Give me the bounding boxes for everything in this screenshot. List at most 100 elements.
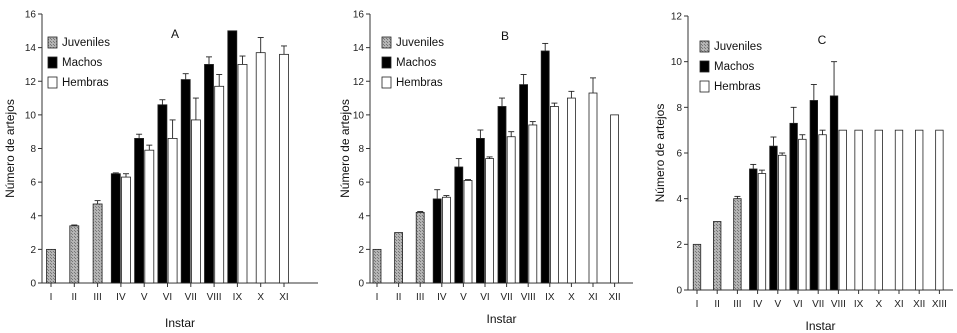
y-tick-label: 10 <box>25 110 37 121</box>
x-tick-label: II <box>714 299 720 310</box>
x-tick-label: III <box>733 299 741 310</box>
bar-juveniles-I <box>372 248 382 284</box>
y-tick-label: 4 <box>676 194 682 205</box>
bar-hembras-VIII <box>214 85 225 284</box>
bar-machos-VIII <box>829 95 839 291</box>
bar-hembras-IX <box>237 64 248 284</box>
x-tick-label: III <box>93 292 101 303</box>
y-tick-label: 12 <box>25 77 37 88</box>
legend-swatch-juveniles <box>699 40 710 53</box>
bar-hembras-X <box>567 97 576 284</box>
y-tick-label: 0 <box>30 279 36 290</box>
legend-swatch-juveniles <box>381 36 392 49</box>
bar-machos-IV <box>110 173 121 284</box>
legend-label-hembras: Hembras <box>714 81 761 93</box>
x-tick-label: X <box>568 292 575 303</box>
bar-juveniles-III <box>733 198 742 291</box>
x-tick-label: I <box>696 299 699 310</box>
bar-hembras-IV <box>441 196 451 284</box>
bar-hembras-VII <box>506 136 516 284</box>
y-tick-label: 2 <box>676 240 682 251</box>
legend-label-machos: Machos <box>396 57 437 69</box>
y-tick-label: 0 <box>358 279 364 290</box>
y-tick-label: 2 <box>358 245 364 256</box>
x-tick-label: IV <box>437 292 447 303</box>
x-tick-label: IX <box>233 292 243 303</box>
x-tick-label: II <box>396 292 402 303</box>
panel-letter: A <box>171 27 179 41</box>
y-tick-label: 14 <box>25 43 37 54</box>
x-tick-label: IV <box>116 292 126 303</box>
bar-hembras-XI <box>279 53 289 284</box>
legend-swatch-hembras <box>381 76 392 89</box>
bar-machos-VI <box>475 138 485 284</box>
bar-hembras-IV <box>757 173 767 291</box>
legend-label-hembras: Hembras <box>396 77 443 89</box>
bar-machos-IX <box>227 30 238 284</box>
bar-juveniles-III <box>415 211 425 284</box>
y-tick-label: 4 <box>358 211 364 222</box>
x-tick-label: XI <box>279 292 288 303</box>
x-tick-label: VI <box>793 299 802 310</box>
bar-hembras-XIII <box>935 129 944 291</box>
bar-machos-V <box>454 166 464 284</box>
bar-hembras-X <box>255 52 266 284</box>
x-tick-label: V <box>460 292 467 303</box>
legend-swatch-machos <box>699 60 710 73</box>
bar-machos-V <box>134 138 145 284</box>
bar-hembras-V <box>144 149 155 284</box>
bar-hembras-XI <box>588 92 598 284</box>
y-tick-label: 12 <box>671 12 683 23</box>
y-tick-label: 8 <box>358 144 364 155</box>
x-tick-label: VI <box>163 292 172 303</box>
x-tick-label: VIII <box>207 292 222 303</box>
legend-label-juveniles: Juveniles <box>714 41 762 53</box>
x-tick-label: IX <box>854 299 864 310</box>
bar-hembras-VI <box>798 138 807 291</box>
x-tick-label: I <box>376 292 379 303</box>
bar-juveniles-II <box>713 221 722 291</box>
x-tick-label: XI <box>588 292 597 303</box>
y-tick-label: 6 <box>676 149 682 160</box>
y-tick-label: 6 <box>30 178 36 189</box>
x-tick-label: II <box>72 292 78 303</box>
bar-hembras-VIII <box>838 129 847 291</box>
bar-hembras-IX <box>854 129 863 291</box>
bar-hembras-VII <box>818 134 827 291</box>
y-tick-label: 2 <box>30 245 36 256</box>
bar-hembras-VI <box>485 158 495 284</box>
bar-machos-V <box>769 145 778 291</box>
x-tick-label: XII <box>608 292 620 303</box>
bar-hembras-VIII <box>528 124 538 284</box>
legend-label-hembras: Hembras <box>62 77 109 89</box>
panel-letter: B <box>501 29 509 43</box>
bar-hembras-XII <box>915 129 924 291</box>
legend-swatch-machos <box>47 56 58 69</box>
bar-juveniles-I <box>46 248 56 284</box>
bar-machos-VIII <box>519 84 528 284</box>
bar-machos-VI <box>157 104 168 284</box>
x-tick-label: V <box>774 299 781 310</box>
x-tick-label: VIII <box>831 299 846 310</box>
bar-juveniles-I <box>692 243 702 291</box>
y-tick-label: 10 <box>353 110 365 121</box>
bar-machos-IV <box>749 168 758 291</box>
bar-machos-IV <box>432 198 442 284</box>
x-axis-title: Instar <box>486 312 516 326</box>
bar-hembras-IV <box>121 176 131 284</box>
x-tick-label: VII <box>500 292 512 303</box>
y-tick-label: 8 <box>30 144 36 155</box>
y-tick-label: 10 <box>671 57 683 68</box>
y-tick-label: 12 <box>353 77 365 88</box>
y-tick-label: 6 <box>358 178 364 189</box>
x-tick-label: I <box>50 292 53 303</box>
bar-juveniles-II <box>69 225 80 284</box>
y-tick-label: 14 <box>353 43 365 54</box>
y-tick-label: 0 <box>676 286 682 297</box>
x-tick-label: XIII <box>932 299 947 310</box>
bar-hembras-IX <box>550 106 559 284</box>
legend-label-machos: Machos <box>62 57 103 69</box>
bar-hembras-V <box>778 154 787 291</box>
legend-label-juveniles: Juveniles <box>62 37 110 49</box>
